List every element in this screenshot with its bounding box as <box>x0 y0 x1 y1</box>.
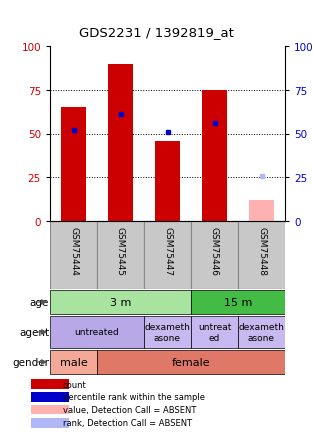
Bar <box>108 64 133 221</box>
Bar <box>50 316 144 349</box>
Text: dexameth
asone: dexameth asone <box>239 322 285 342</box>
Bar <box>31 404 69 414</box>
Text: gender: gender <box>12 357 49 367</box>
Text: GSM75448: GSM75448 <box>257 227 266 276</box>
Bar <box>50 350 97 375</box>
Bar <box>202 91 228 221</box>
Text: GDS2231 / 1392819_at: GDS2231 / 1392819_at <box>79 26 234 39</box>
Text: rank, Detection Call = ABSENT: rank, Detection Call = ABSENT <box>63 418 192 427</box>
Bar <box>31 418 69 427</box>
Text: 15 m: 15 m <box>224 297 252 307</box>
Bar <box>61 108 86 221</box>
Text: 3 m: 3 m <box>110 297 131 307</box>
Bar <box>238 316 285 349</box>
Text: count: count <box>63 380 86 389</box>
Bar <box>50 221 97 289</box>
Text: GSM75446: GSM75446 <box>210 227 219 276</box>
Text: male: male <box>59 357 87 367</box>
Bar <box>144 316 191 349</box>
Bar <box>97 350 285 375</box>
Bar <box>50 290 191 315</box>
Bar <box>144 221 191 289</box>
Bar <box>97 221 144 289</box>
Text: dexameth
asone: dexameth asone <box>145 322 190 342</box>
Text: GSM75445: GSM75445 <box>116 227 125 276</box>
Text: untreat
ed: untreat ed <box>198 322 231 342</box>
Text: GSM75444: GSM75444 <box>69 227 78 276</box>
Bar <box>238 221 285 289</box>
Text: female: female <box>172 357 210 367</box>
Bar <box>31 392 69 402</box>
Bar <box>31 379 69 389</box>
Text: agent: agent <box>19 327 49 337</box>
Bar <box>249 201 275 221</box>
Text: GSM75447: GSM75447 <box>163 227 172 276</box>
Text: untreated: untreated <box>74 328 119 337</box>
Bar <box>155 141 180 221</box>
Text: percentile rank within the sample: percentile rank within the sample <box>63 392 205 401</box>
Text: value, Detection Call = ABSENT: value, Detection Call = ABSENT <box>63 405 196 414</box>
Bar <box>191 316 238 349</box>
Bar <box>191 221 238 289</box>
Text: age: age <box>30 297 49 307</box>
Bar <box>191 290 285 315</box>
